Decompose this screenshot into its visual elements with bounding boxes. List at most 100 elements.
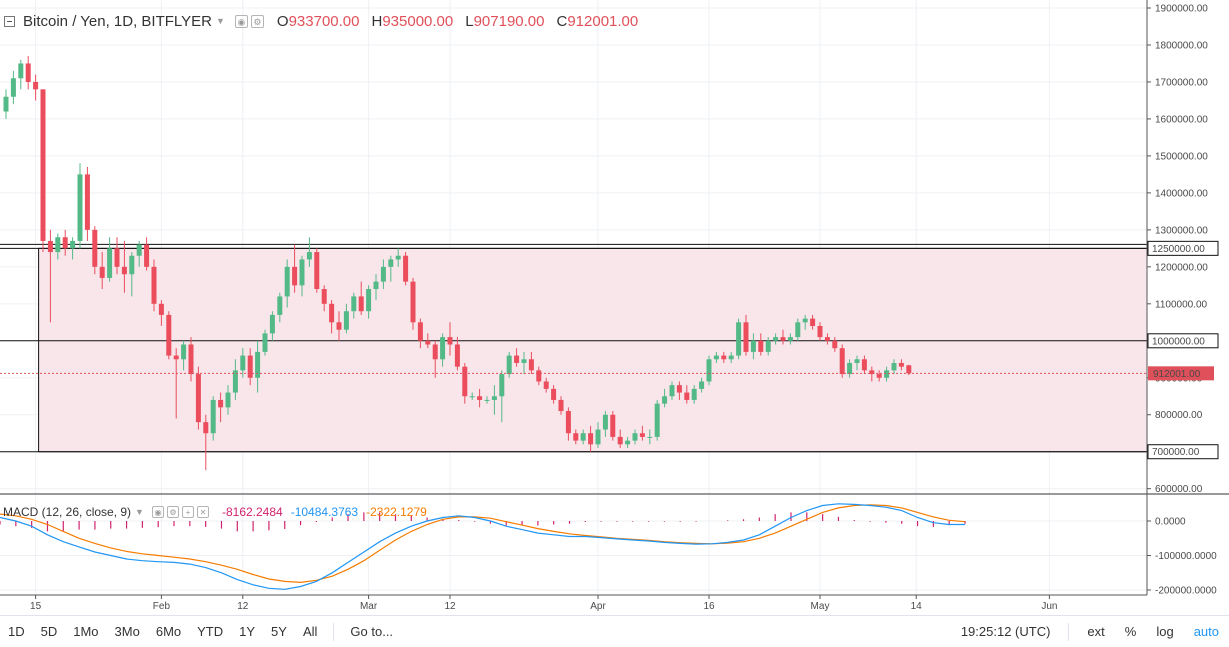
candle-body bbox=[417, 322, 423, 341]
macd-signal-line bbox=[0, 504, 966, 584]
candle-body bbox=[847, 362, 853, 375]
candle-body bbox=[654, 403, 660, 437]
range-1y[interactable]: 1Y bbox=[239, 624, 256, 639]
symbol-title[interactable]: Bitcoin / Yen, 1D, BITFLYER bbox=[23, 12, 212, 30]
candle-body bbox=[780, 337, 786, 341]
macd-tick-label: -200000.0000 bbox=[1155, 586, 1217, 597]
candle-body bbox=[33, 81, 39, 90]
candle-body bbox=[136, 244, 142, 256]
candle-body bbox=[528, 359, 534, 371]
time-tick-label: 14 bbox=[911, 601, 923, 612]
candle-body bbox=[380, 266, 386, 282]
candle-body bbox=[284, 266, 290, 297]
chart-canvas[interactable]: 600000.00700000.00800000.00900000.001000… bbox=[0, 0, 1229, 615]
candle-body bbox=[891, 362, 897, 371]
range-5y[interactable]: 5Y bbox=[271, 624, 287, 639]
price-tick-label: 1600000.00 bbox=[1155, 114, 1208, 125]
time-axis[interactable]: 15 Feb 12 Mar 12 Apr 16 May 14 Jun bbox=[30, 595, 1057, 612]
candle-body bbox=[551, 388, 557, 400]
price-tick-label: 600000.00 bbox=[1155, 484, 1203, 495]
macd-line-value: -10484.3763 bbox=[290, 505, 359, 519]
candle-body bbox=[854, 359, 860, 363]
price-tick-label: 1100000.00 bbox=[1155, 299, 1208, 310]
candle-body bbox=[388, 259, 394, 267]
plus-icon[interactable]: + bbox=[181, 506, 194, 518]
candle-body bbox=[107, 248, 113, 278]
bottom-toolbar: 1D 5D 1Mo 3Mo 6Mo YTD 1Y 5Y All Go to...… bbox=[0, 615, 1229, 647]
current-price-label: 912001.00 bbox=[1153, 369, 1201, 380]
candle-body bbox=[588, 433, 594, 445]
candle-body bbox=[40, 89, 46, 241]
range-1mo[interactable]: 1Mo bbox=[73, 624, 99, 639]
eye-icon[interactable]: ◉ bbox=[151, 506, 164, 518]
candle-body bbox=[521, 359, 527, 363]
candle-body bbox=[884, 370, 890, 378]
eye-icon[interactable]: ◉ bbox=[234, 14, 248, 28]
candle-body bbox=[832, 340, 838, 349]
range-5d[interactable]: 5D bbox=[40, 624, 58, 639]
price-tick-label: 1300000.00 bbox=[1155, 225, 1208, 236]
candle-body bbox=[810, 318, 816, 326]
ohlc-close: C912001.00 bbox=[556, 12, 639, 30]
settings-icon[interactable]: ⚙ bbox=[166, 506, 179, 518]
collapse-icon[interactable] bbox=[4, 15, 15, 27]
ohlc-low: L907190.00 bbox=[465, 12, 545, 30]
auto-toggle[interactable]: auto bbox=[1193, 624, 1219, 639]
ohlc-high: H935000.00 bbox=[371, 12, 454, 30]
candle-body bbox=[558, 399, 564, 412]
log-toggle[interactable]: log bbox=[1156, 624, 1174, 639]
macd-axis[interactable]: 0.0000 -100000.0000 -200000.0000 bbox=[1147, 517, 1217, 597]
candle-body bbox=[129, 255, 135, 275]
candle-body bbox=[232, 370, 238, 393]
chevron-down-icon[interactable]: ▼ bbox=[215, 16, 225, 26]
range-3mo[interactable]: 3Mo bbox=[114, 624, 140, 639]
time-tick-label: Mar bbox=[360, 601, 378, 612]
candle-body bbox=[824, 337, 830, 341]
candle-body bbox=[299, 259, 305, 286]
candle-body bbox=[225, 392, 231, 408]
candle-body bbox=[84, 174, 90, 230]
candle-body bbox=[906, 365, 912, 374]
macd-histogram-value: -8162.2484 bbox=[221, 505, 283, 519]
range-1d[interactable]: 1D bbox=[8, 624, 25, 639]
candle-body bbox=[188, 344, 194, 375]
close-icon[interactable]: ✕ bbox=[196, 506, 209, 518]
candle-body bbox=[269, 314, 275, 334]
candle-body bbox=[410, 281, 416, 323]
macd-title[interactable]: MACD (12, 26, close, 9) bbox=[3, 505, 132, 519]
candle-body bbox=[114, 248, 120, 267]
chevron-down-icon[interactable]: ▼ bbox=[135, 507, 144, 517]
candle-body bbox=[329, 303, 335, 323]
settings-icon[interactable]: ⚙ bbox=[250, 14, 264, 28]
macd-line bbox=[0, 503, 965, 590]
candle-body bbox=[499, 374, 505, 397]
clock-time[interactable]: 19:25:12 (UTC) bbox=[960, 624, 1051, 639]
candle-body bbox=[292, 266, 298, 286]
goto-button[interactable]: Go to... bbox=[350, 624, 394, 639]
candle-body bbox=[861, 359, 867, 371]
percent-toggle[interactable]: % bbox=[1124, 624, 1137, 639]
time-tick-label: 15 bbox=[30, 601, 42, 612]
macd-signal-value: -2322.1279 bbox=[366, 505, 427, 519]
candle-body bbox=[610, 414, 616, 437]
range-ytd[interactable]: YTD bbox=[197, 624, 224, 639]
candle-body bbox=[277, 296, 283, 315]
candle-body bbox=[773, 337, 779, 341]
candle-body bbox=[92, 229, 98, 267]
range-6mo[interactable]: 6Mo bbox=[155, 624, 182, 639]
candle-body bbox=[506, 355, 512, 375]
candle-body bbox=[343, 311, 349, 330]
macd-header: MACD (12, 26, close, 9) ▼ ◉ ⚙ + ✕ -8162.… bbox=[3, 505, 427, 519]
level-labels: 1250000.00 1000000.00 700000.00 912001.00 bbox=[1147, 240, 1219, 460]
level-label-box bbox=[1147, 333, 1219, 349]
candle-body bbox=[62, 237, 68, 249]
current-price-box bbox=[1148, 366, 1214, 381]
ext-toggle[interactable]: ext bbox=[1087, 624, 1105, 639]
symbol-header: Bitcoin / Yen, 1D, BITFLYER ▼ ◉ ⚙ O93370… bbox=[4, 10, 638, 32]
range-all[interactable]: All bbox=[302, 624, 318, 639]
level-label: 1250000.00 bbox=[1152, 244, 1205, 255]
candle-body bbox=[262, 333, 268, 352]
candle-body bbox=[321, 289, 327, 304]
price-tick-label: 1800000.00 bbox=[1155, 40, 1208, 51]
candle-body bbox=[373, 281, 379, 290]
